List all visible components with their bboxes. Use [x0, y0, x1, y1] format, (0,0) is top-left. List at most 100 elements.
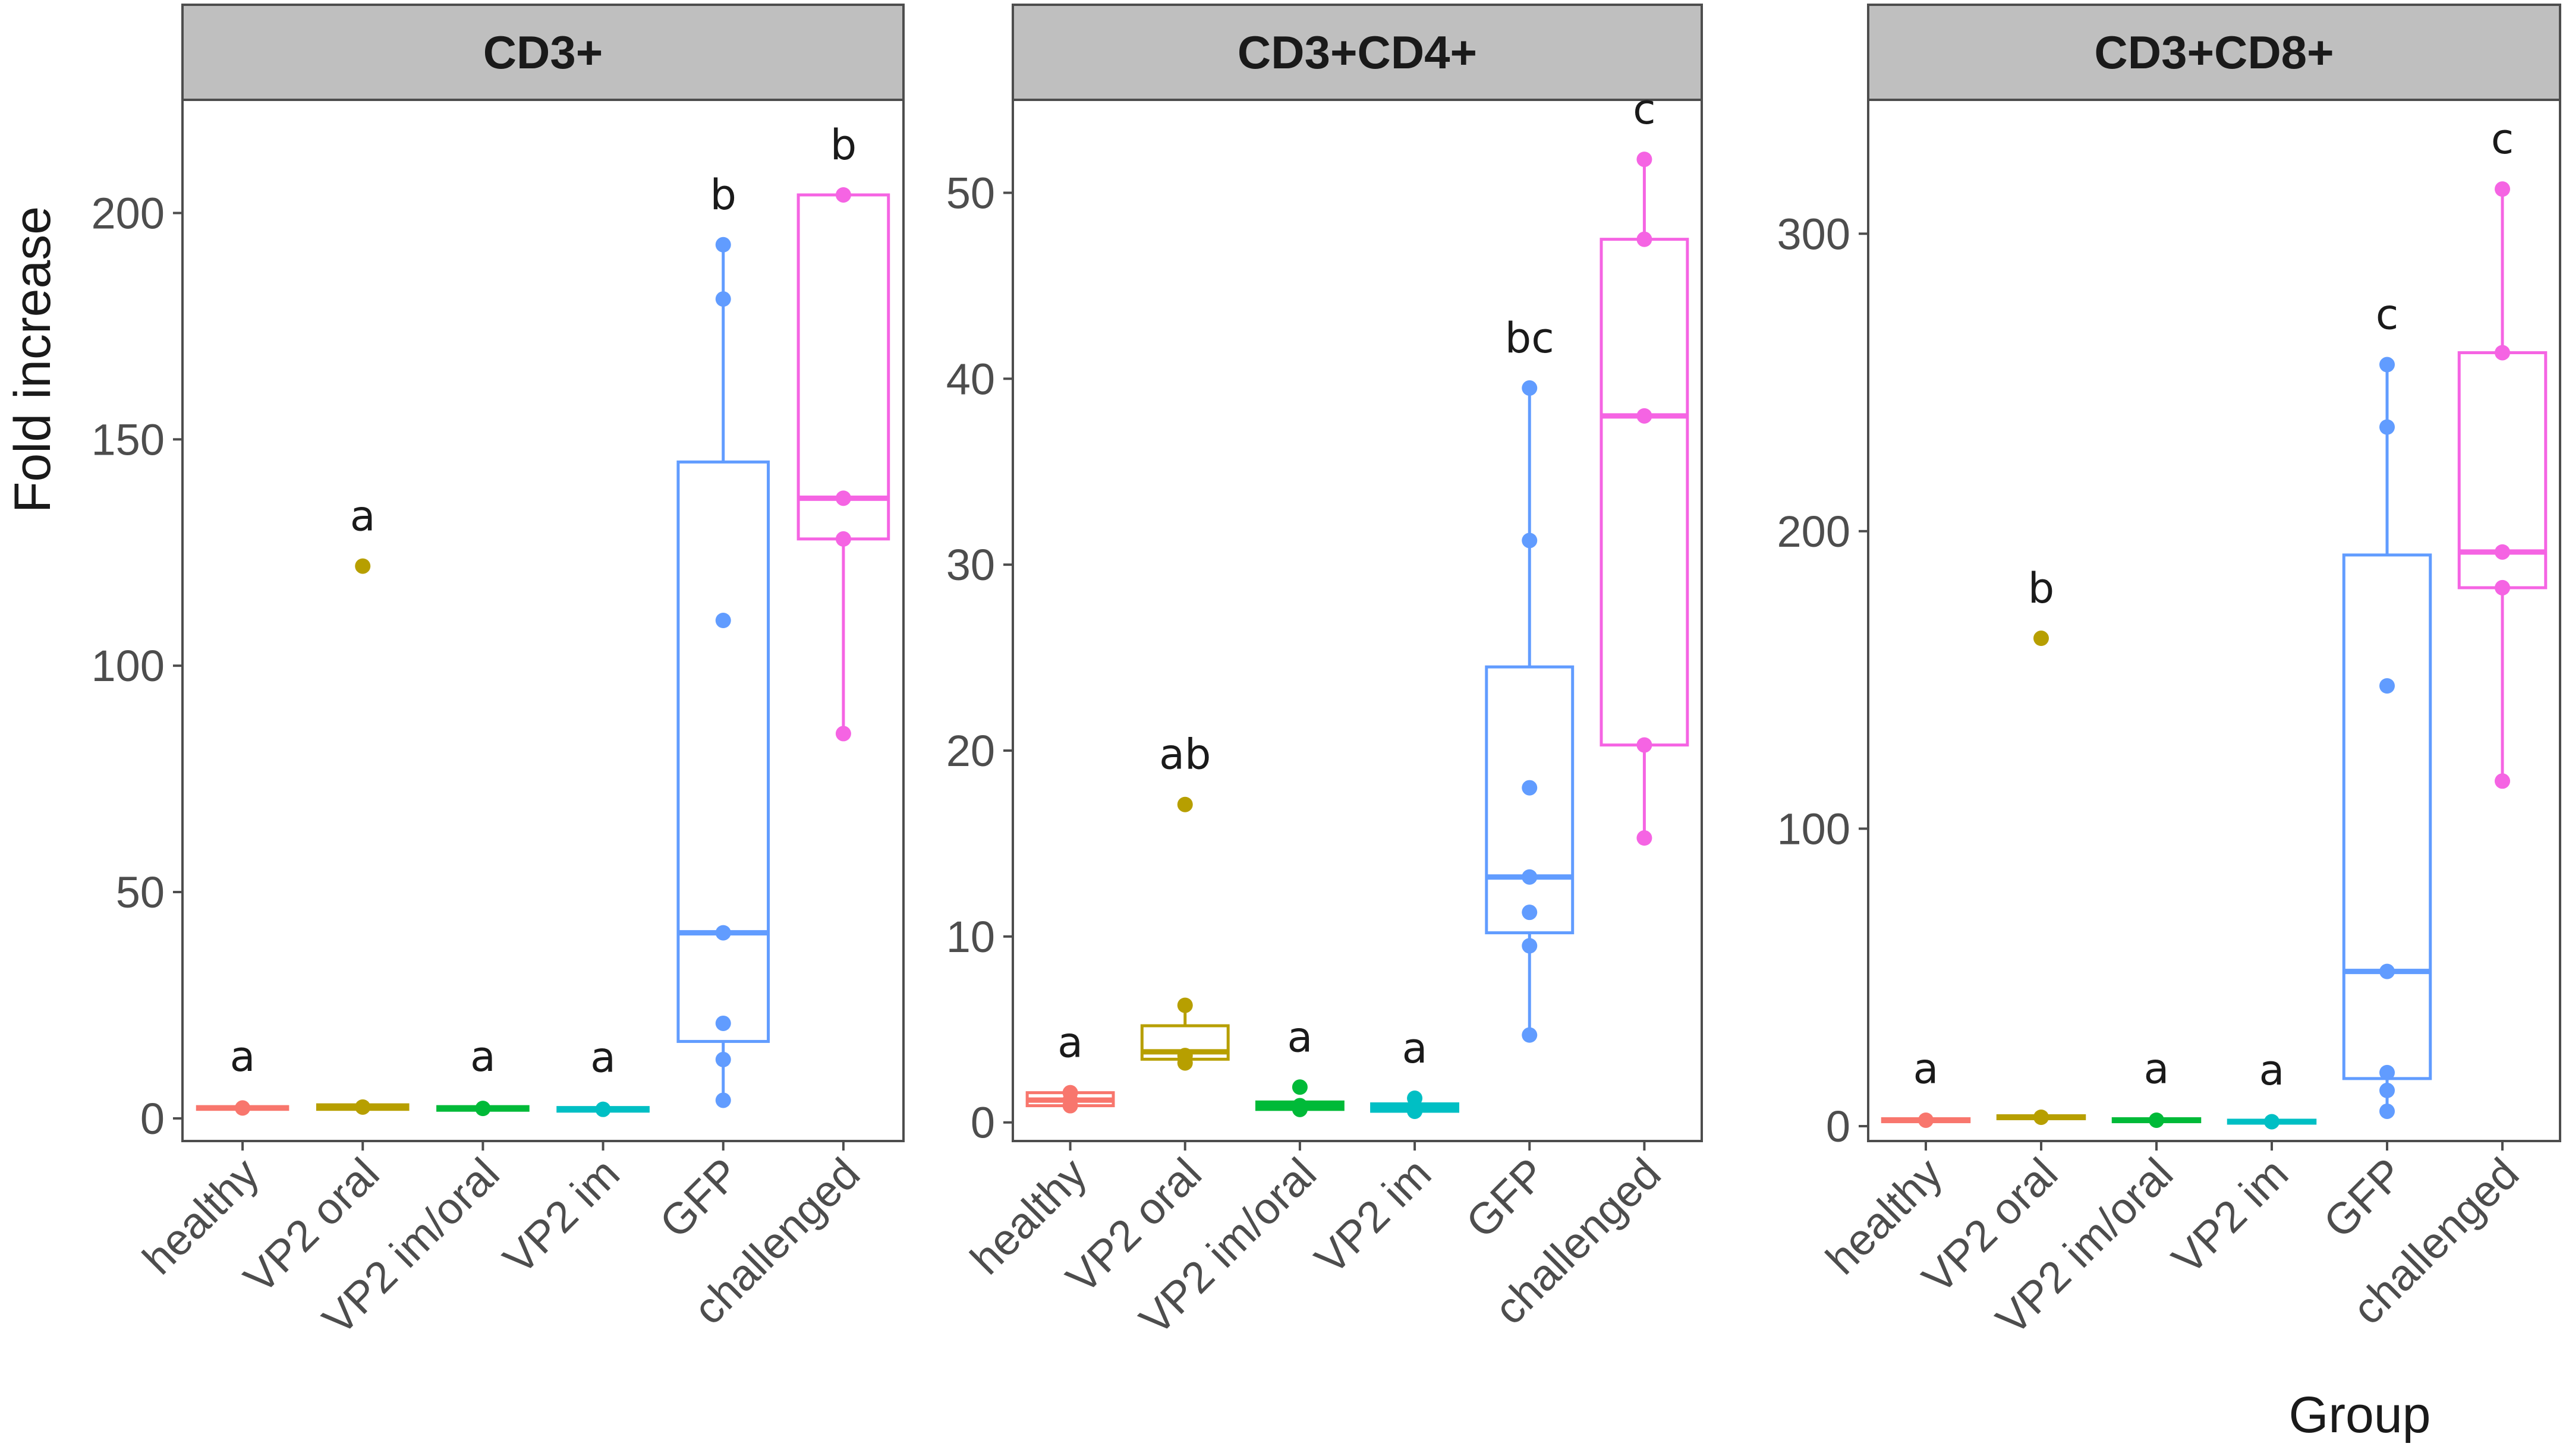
- data-point: [1177, 997, 1193, 1013]
- significance-letter: b: [830, 121, 857, 169]
- data-point: [355, 1099, 371, 1115]
- significance-letter: b: [710, 171, 736, 219]
- y-tick-label: 200: [92, 188, 165, 238]
- data-point: [715, 613, 731, 628]
- y-tick-label: 100: [1777, 804, 1850, 853]
- y-tick-label: 30: [946, 540, 995, 590]
- data-point: [1522, 380, 1538, 396]
- data-point: [1522, 938, 1538, 954]
- data-point: [2495, 544, 2510, 560]
- data-point: [715, 1051, 731, 1067]
- significance-letter: a: [1913, 1044, 1939, 1093]
- data-point: [355, 558, 371, 574]
- significance-letter: ab: [1159, 730, 1211, 779]
- data-point: [1636, 231, 1652, 247]
- x-tick-label: VP2 im: [2162, 1149, 2297, 1284]
- data-point: [1522, 1027, 1538, 1043]
- data-point: [715, 237, 731, 253]
- panel-title: CD3+CD4+: [1238, 26, 1477, 78]
- box: [676, 460, 770, 1043]
- significance-letter: a: [2144, 1044, 2170, 1093]
- y-axis-title: Fold increase: [4, 206, 61, 513]
- significance-letter: c: [2491, 115, 2514, 163]
- strip-header: [1867, 4, 2561, 101]
- data-point: [2495, 579, 2510, 595]
- significance-letter: a: [470, 1032, 496, 1081]
- data-point: [2379, 357, 2395, 373]
- data-point: [1062, 1085, 1078, 1101]
- data-point: [715, 291, 731, 307]
- data-point: [1177, 796, 1193, 812]
- data-point: [2379, 678, 2395, 694]
- data-point: [1636, 408, 1652, 424]
- data-point: [2495, 773, 2510, 789]
- significance-letter: a: [1402, 1024, 1428, 1073]
- strip-header: [181, 4, 905, 101]
- data-point: [2379, 419, 2395, 435]
- data-point: [1918, 1112, 1934, 1128]
- data-point: [715, 925, 731, 941]
- significance-letter: a: [590, 1033, 616, 1082]
- significance-letter: b: [2028, 564, 2054, 613]
- data-point: [2379, 963, 2395, 979]
- y-tick-label: 0: [1826, 1102, 1850, 1151]
- significance-letter: c: [2376, 291, 2399, 339]
- data-point: [1522, 532, 1538, 549]
- data-point: [2149, 1112, 2164, 1128]
- data-point: [2033, 1109, 2049, 1125]
- x-axis-title: Group: [2288, 1386, 2430, 1444]
- data-point: [1522, 869, 1538, 885]
- y-tick-label: 0: [971, 1098, 995, 1148]
- box: [1485, 665, 1575, 935]
- data-point: [1407, 1091, 1423, 1107]
- panel-title: CD3+: [483, 26, 603, 78]
- data-point: [835, 490, 851, 506]
- data-point: [1636, 152, 1652, 168]
- data-point: [715, 1015, 731, 1031]
- strip-header: [1012, 4, 1703, 101]
- significance-letter: c: [1633, 85, 1656, 134]
- panel-title: CD3+CD8+: [2094, 26, 2334, 78]
- data-point: [475, 1101, 491, 1117]
- x-tick-label: GFP: [2314, 1149, 2413, 1247]
- y-tick-label: 50: [116, 868, 165, 917]
- y-tick-label: 50: [946, 168, 995, 218]
- data-point: [2495, 345, 2510, 361]
- y-tick-label: 100: [92, 641, 165, 691]
- y-tick-label: 300: [1777, 209, 1850, 259]
- y-tick-label: 200: [1777, 507, 1850, 556]
- data-point: [2033, 631, 2049, 647]
- significance-letter: a: [2259, 1046, 2285, 1095]
- significance-letter: a: [350, 492, 376, 541]
- plot-area: [1867, 99, 2561, 1142]
- x-tick-label: GFP: [650, 1149, 749, 1247]
- y-tick-label: 0: [140, 1094, 165, 1143]
- y-tick-label: 10: [946, 912, 995, 962]
- significance-letter: bc: [1505, 314, 1554, 363]
- y-tick-label: 20: [946, 726, 995, 776]
- data-point: [2264, 1114, 2280, 1130]
- y-tick-label: 150: [92, 415, 165, 464]
- data-point: [835, 726, 851, 742]
- data-point: [2379, 1082, 2395, 1098]
- data-point: [1636, 830, 1652, 846]
- significance-letter: a: [1057, 1019, 1083, 1067]
- data-point: [1177, 1048, 1193, 1064]
- plot-area: [1012, 99, 1703, 1142]
- x-tick-label: GFP: [1456, 1149, 1555, 1247]
- data-point: [1522, 905, 1538, 921]
- data-point: [1292, 1079, 1308, 1095]
- data-point: [2379, 1064, 2395, 1080]
- data-point: [835, 187, 851, 203]
- data-point: [1522, 780, 1538, 796]
- x-tick-label: VP2 im: [1305, 1149, 1440, 1284]
- y-tick-label: 40: [946, 354, 995, 404]
- data-point: [715, 1092, 731, 1108]
- significance-letter: a: [230, 1032, 256, 1081]
- data-point: [2495, 181, 2510, 197]
- data-point: [2379, 1103, 2395, 1119]
- data-point: [595, 1101, 611, 1117]
- data-point: [835, 531, 851, 547]
